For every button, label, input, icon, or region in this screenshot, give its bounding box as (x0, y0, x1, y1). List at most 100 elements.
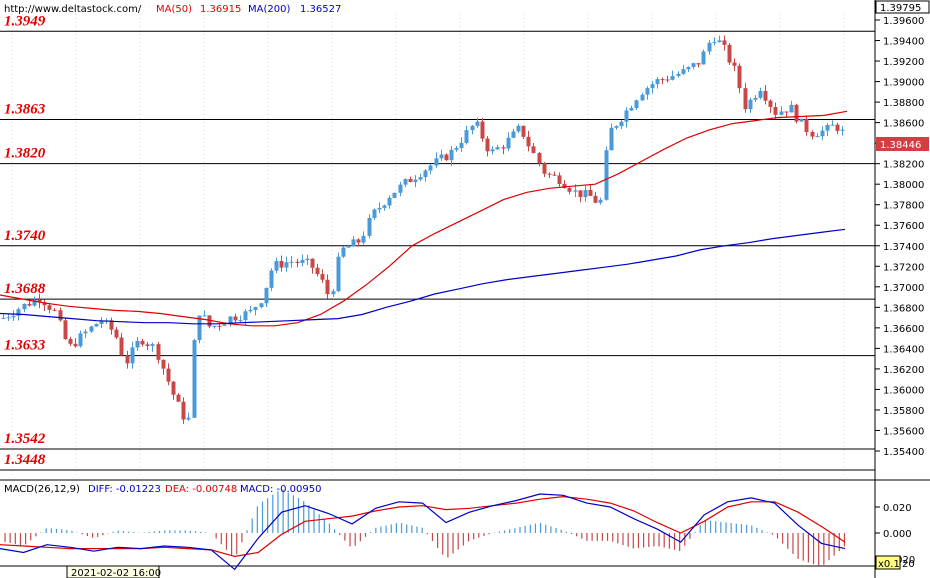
candle-body (537, 153, 542, 164)
candle-body (732, 62, 737, 66)
candle-body (583, 190, 588, 198)
candle-body (665, 79, 670, 81)
candle-body (279, 260, 284, 268)
candle-body (331, 291, 336, 295)
candle-body (233, 316, 238, 321)
candle-body (655, 79, 660, 85)
candle-body (835, 124, 840, 131)
ma50-value: 1.36915 (200, 4, 241, 15)
candle-body (464, 130, 469, 143)
candle-body (135, 340, 140, 348)
price-tick-label: 1.37000 (883, 283, 924, 294)
candle-body (6, 317, 11, 319)
site-url: http://www.deltastock.com/ (4, 4, 142, 15)
candle-body (830, 124, 835, 126)
candle-body (367, 217, 372, 236)
candle-body (243, 311, 248, 321)
candle-body (567, 188, 572, 192)
candle-body (717, 40, 722, 43)
candle-body (305, 258, 310, 261)
candle-body (408, 179, 413, 183)
candle-body (119, 337, 124, 356)
price-tick-label: 1.38000 (883, 180, 924, 191)
candle-body (63, 320, 68, 340)
candle-body (1, 317, 6, 319)
candle-body (490, 149, 495, 152)
price-tick-label: 1.39400 (883, 37, 924, 48)
price-tick-label: 1.37800 (883, 201, 924, 212)
candle-body (810, 131, 815, 137)
candle-body (228, 316, 233, 325)
candle-body (676, 73, 681, 76)
candle-body (398, 184, 403, 193)
moving-averages (0, 110, 848, 327)
candle-body (609, 127, 614, 151)
candle-body (727, 44, 732, 63)
candle-body (58, 310, 63, 321)
support-resistance-levels: 1.3949 1.3863 1.3820 1.3740 1.3688 1.3633 1.35… (0, 13, 875, 471)
candle-body (289, 261, 294, 263)
price-tick-label: 1.36600 (883, 324, 924, 335)
candle-body (840, 129, 845, 131)
ma-line (0, 228, 846, 325)
candle-body (150, 344, 155, 346)
candle-body (804, 118, 809, 132)
candle-body (763, 90, 768, 101)
candle-body (423, 170, 428, 178)
zoom-tail-label: 20 (902, 559, 915, 570)
current-high-box (875, 0, 930, 14)
zoom-box[interactable] (875, 555, 901, 570)
price-tick-label: 1.37200 (883, 262, 924, 273)
price-tick-label: 1.36000 (883, 385, 924, 396)
candle-body (552, 174, 557, 176)
price-tick-label: 1.35400 (883, 447, 924, 458)
candle-body (336, 256, 341, 292)
candle-body (691, 63, 696, 67)
macd-dea-label: DEA: -0.00748 (165, 484, 237, 495)
price-tick-label: 1.39000 (883, 78, 924, 89)
candle-body (670, 75, 675, 80)
price-tick-label: 1.39600 (883, 16, 924, 27)
candle-body (382, 205, 387, 208)
level-label: 1.3688 (4, 281, 46, 297)
candle-body (217, 325, 222, 327)
candle-body (140, 340, 145, 345)
candles (1, 35, 845, 424)
candle-body (506, 137, 511, 149)
candle-body (588, 190, 593, 196)
candle-body (42, 302, 47, 306)
level-label: 1.3949 (4, 13, 46, 29)
candle-body (722, 40, 727, 45)
candle-body (27, 303, 32, 306)
candle-body (542, 163, 547, 174)
price-tick-label: 1.36400 (883, 344, 924, 355)
candle-body (794, 104, 799, 122)
price-tick-label: 1.38600 (883, 119, 924, 130)
level-label: 1.3542 (4, 431, 46, 447)
ma200-label: MA(200) (248, 4, 290, 15)
candle-body (439, 154, 444, 159)
candle-body (68, 339, 73, 344)
candle-body (562, 183, 567, 189)
level-label: 1.3633 (4, 338, 46, 354)
price-tick-label: 1.38800 (883, 98, 924, 109)
candle-body (11, 315, 16, 318)
candle-body (99, 321, 104, 324)
candle-body (346, 246, 351, 248)
price-tick-label: 1.35600 (883, 426, 924, 437)
candle-body (418, 177, 423, 180)
candle-body (37, 299, 42, 303)
candle-body (459, 142, 464, 149)
price-tick-label: 1.38200 (883, 160, 924, 171)
candle-body (701, 51, 706, 65)
price-tick-label: 1.35800 (883, 406, 924, 417)
crosshair-date-label: 2021-02-02 16:00 (71, 568, 161, 578)
candle-body (47, 305, 52, 310)
candle-body (501, 147, 506, 149)
last-price-box (876, 137, 929, 151)
candle-body (125, 355, 130, 364)
candle-body (773, 106, 778, 115)
candle-body (166, 368, 171, 382)
candle-body (176, 394, 181, 402)
